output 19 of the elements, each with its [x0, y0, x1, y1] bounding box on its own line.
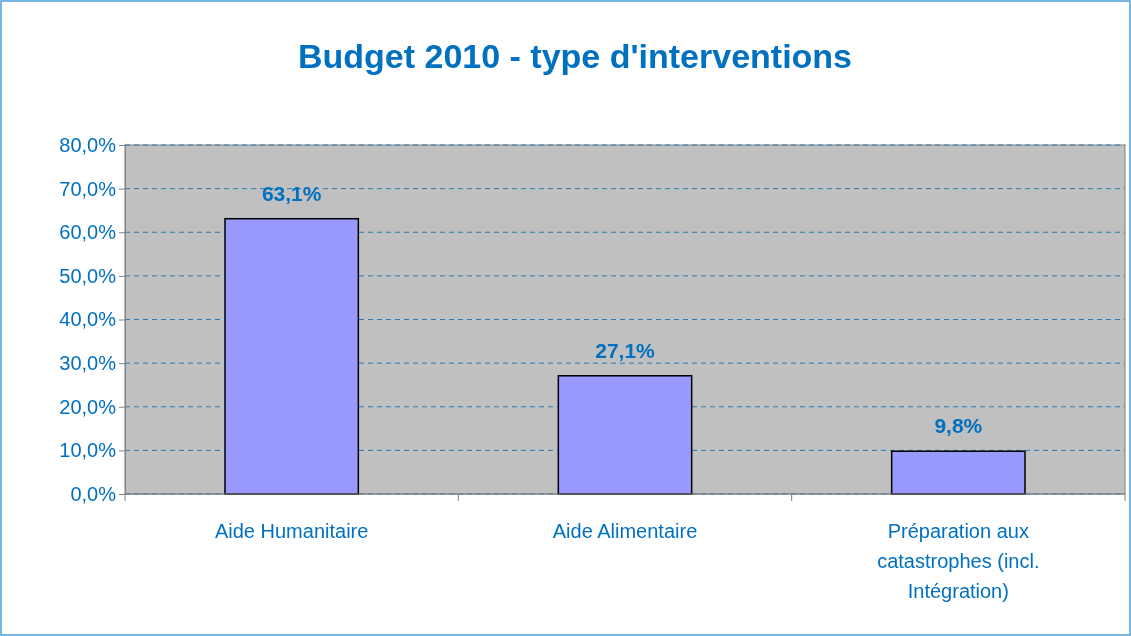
- bar: [224, 217, 360, 495]
- y-tick-label: 10,0%: [59, 439, 117, 462]
- y-tick-label: 60,0%: [59, 221, 117, 244]
- y-tick-label: 70,0%: [59, 177, 117, 200]
- bar: [557, 375, 693, 495]
- data-label: 27,1%: [595, 338, 656, 362]
- data-label: 9,8%: [934, 414, 983, 438]
- y-tick-label: 40,0%: [59, 308, 117, 331]
- chart-title: Budget 2010 - type d'interventions: [297, 37, 853, 75]
- bar: [890, 450, 1026, 495]
- y-tick-label: 30,0%: [59, 352, 117, 375]
- y-tick-label: 50,0%: [59, 264, 117, 287]
- x-tick-label: Préparation aux catastrophes (incl. Intégration): [877, 520, 1040, 602]
- y-tick-label: 80,0%: [59, 133, 117, 156]
- x-tick-label: Aide Humanitaire: [214, 520, 369, 542]
- x-tick-label: Aide Alimentaire: [552, 520, 698, 542]
- data-label: 63,1%: [261, 181, 322, 205]
- y-tick-label: 0,0%: [70, 482, 117, 505]
- y-tick-label: 20,0%: [59, 395, 117, 418]
